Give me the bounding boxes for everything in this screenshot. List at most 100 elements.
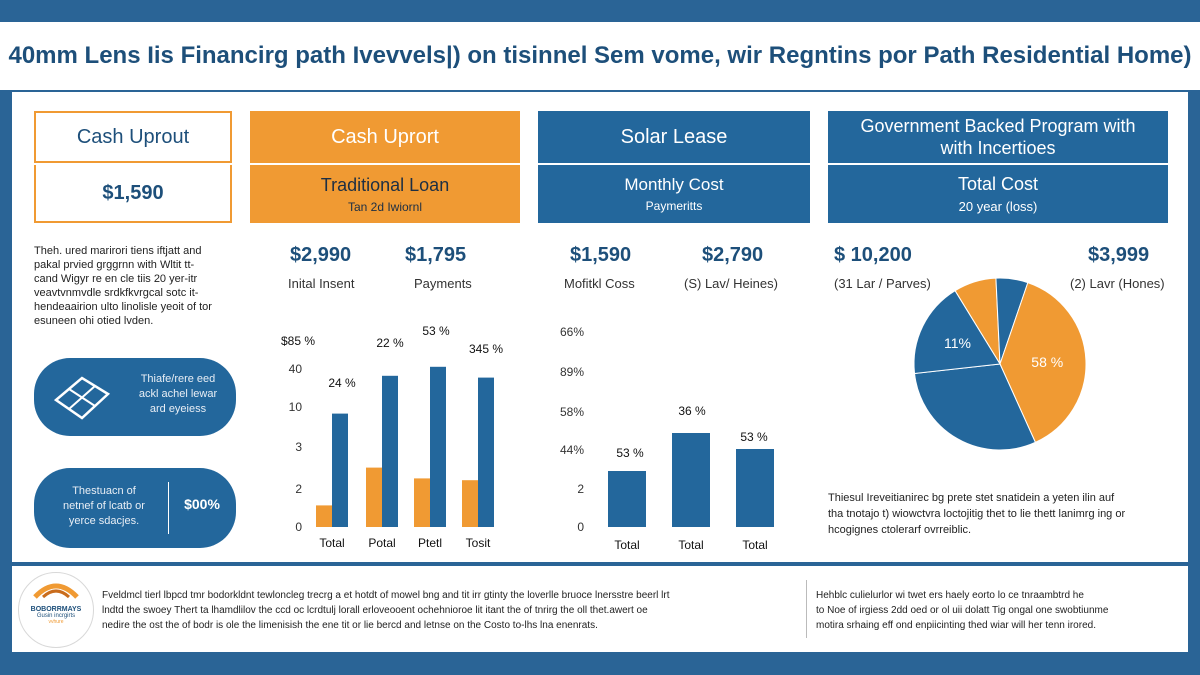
- col1-desc-line: cand Wigyr re en cle tiis 20 yer-itr: [34, 273, 198, 285]
- page-title: 40mm Lens Iis Financirg path Ivevvels|) …: [0, 22, 1200, 90]
- col4-header-text: Government Backed Program with with Ince…: [860, 116, 1136, 158]
- pie-label: 11%: [944, 335, 971, 351]
- data-label: 22 %: [376, 336, 404, 350]
- col3-stat1-value: $1,590: [570, 244, 632, 266]
- col4-desc-line: Thiesul Ireveitianirec bg prete stet sna…: [828, 492, 1115, 504]
- col3-subheader-title: Monthly Cost: [624, 175, 724, 194]
- x-tick-label: Total: [678, 538, 703, 552]
- col1-description: Theh. ured marirori tiens iftjatt and pa…: [34, 244, 244, 328]
- col2-stat1-value: $2,990: [290, 244, 352, 266]
- col2-subheader-sub: Tan 2d Iwiornl: [347, 199, 423, 214]
- col4-stat2-label: (2) Lavr (Hones): [1070, 276, 1165, 291]
- y-tick-label: 44%: [560, 443, 584, 457]
- footer-right-text: Hehblc culielurlor wi twet ers haely eor…: [816, 588, 1176, 633]
- footer-right-line: Hehblc culielurlor wi twet ers haely eor…: [816, 590, 1084, 601]
- callout2-value: $00%: [184, 496, 220, 512]
- data-label: 24 %: [328, 376, 356, 390]
- y-tick-label: 0: [577, 520, 584, 534]
- callout1-line: ard eyeiess: [149, 403, 207, 415]
- footer-panel: BOBORRMAYS Gusin incrgirts vvhure Fveldm…: [12, 566, 1188, 652]
- pie-slice: [913, 289, 1001, 375]
- callout-pill-1: Thiafe/rere eed ackl achel lewar ard eye…: [34, 358, 236, 436]
- bar-orange: [316, 505, 332, 527]
- col3-stat2-value: $2,790: [702, 244, 764, 266]
- col2-stat1-label: Inital Insent: [288, 276, 355, 291]
- footer-left-line: Fveldmcl tierl lbpcd tmr bodorkldnt tewl…: [102, 590, 670, 601]
- pie-slice: [999, 281, 1087, 444]
- data-label: 345 %: [469, 342, 503, 356]
- col3-stat1-label: Mofitkl Coss: [564, 276, 635, 291]
- cost-pie-chart: 58 % 11%: [913, 277, 1087, 451]
- col1-desc-line: esuneen ohi otied lvden.: [34, 315, 154, 327]
- company-logo: BOBORRMAYS Gusin incrgirts vvhure: [18, 572, 94, 648]
- col4-description: Thiesul Ireveitianirec bg prete stet sna…: [828, 490, 1168, 538]
- y-tick-label: 3: [295, 440, 302, 454]
- data-label: 53 %: [422, 324, 450, 338]
- lease-bar-chart: 0 2 44% 58% 89% 66% Total Total Total 53 % 36 % 53 …: [560, 325, 774, 552]
- col1-value: $1,590: [34, 165, 232, 223]
- bar-blue: [736, 449, 774, 527]
- logo-text-mid: Gusin incrgirts: [36, 613, 76, 619]
- x-tick-label: Total: [614, 538, 639, 552]
- col4-desc-line: hcogignes ctolerarf ovrreiblic.: [828, 524, 972, 536]
- callout1-line: ackl achel lewar: [138, 388, 218, 400]
- loan-bar-chart: 0 2 3 10 40 Total Potal Ptetl Tosit $85 % 24 % 22 %…: [281, 324, 503, 550]
- y-tick-label: 40: [289, 362, 303, 376]
- col2-stat2-value: $1,795: [405, 244, 467, 266]
- data-label: $85 %: [281, 334, 315, 348]
- col1-desc-line: hendeaairion ulto linolisle yeoit of tor: [34, 301, 212, 313]
- x-tick-label: Tosit: [466, 536, 491, 550]
- col3-stat2-label: (S) Lav/ Heines): [684, 276, 778, 291]
- callout-pill-2: Thestuacn of netnef of lcatb or yerce sd…: [34, 468, 236, 548]
- main-panel: Cash Uprout $1,590 Theh. ured marirori t…: [12, 92, 1188, 562]
- col2-subheader: Traditional Loan Tan 2d Iwiornl: [250, 165, 520, 223]
- col4-subheader-sub: 20 year (loss): [958, 199, 1038, 214]
- footer-right-line: motira srhaing eff ond enpiicinting thed…: [816, 620, 1096, 631]
- x-tick-label: Total: [742, 538, 767, 552]
- logo-text-top: BOBORRMAYS: [30, 606, 82, 613]
- callout-divider: [168, 482, 169, 534]
- pie-slice: [913, 363, 1037, 451]
- col4-desc-line: tha tnotajo t) wiowctvra loctojitig thet…: [828, 508, 1126, 520]
- col1-desc-line: veavtvnmvdle srdkfkvrgcal sotc it-: [34, 287, 199, 299]
- y-tick-label: 89%: [560, 365, 584, 379]
- col2-subheader-title: Traditional Loan: [320, 174, 450, 195]
- bar-blue: [332, 413, 348, 527]
- y-tick-label: 58%: [560, 405, 584, 419]
- col1-desc-line: pakal prvied grggrnn with Wltit tt-: [34, 259, 195, 271]
- col1-header: Cash Uprout: [34, 111, 232, 163]
- col4-stat2-value: $3,999: [1088, 244, 1150, 266]
- x-tick-label: Total: [319, 536, 344, 550]
- bar-blue: [672, 433, 710, 527]
- data-label: 53 %: [740, 430, 768, 444]
- footer-left-text: Fveldmcl tierl lbpcd tmr bodorkldnt tewl…: [102, 588, 792, 633]
- y-tick-label: 10: [289, 400, 303, 414]
- col4-subheader-title: Total Cost: [957, 174, 1039, 194]
- bar-orange: [462, 480, 478, 527]
- callout2-line: yerce sdacjes.: [68, 515, 140, 527]
- col2-header: Cash Uprort: [250, 111, 520, 163]
- col3-header: Solar Lease: [538, 111, 810, 163]
- bar-blue: [478, 377, 494, 527]
- footer-left-line: lndtd the swoey Thert ta lhamdlilov the …: [102, 605, 648, 616]
- bar-orange: [414, 478, 430, 527]
- logo-icon: [33, 583, 79, 599]
- footer-left-line: nedire the ost the of bodr is ole the li…: [102, 620, 598, 631]
- data-label: 36 %: [678, 404, 706, 418]
- col3-subheader: Monthly Cost Paymeritts: [538, 165, 810, 223]
- pie-label: 58 %: [1031, 354, 1063, 370]
- solar-panel-icon: [53, 376, 111, 420]
- callout2-line: Thestuacn of: [72, 485, 136, 497]
- col4-subheader: Total Cost 20 year (loss): [828, 165, 1168, 223]
- footer-divider: [806, 580, 807, 638]
- bar-orange: [366, 467, 382, 527]
- y-tick-label: 66%: [560, 325, 584, 339]
- y-tick-label: 2: [577, 482, 584, 496]
- callout1-line: Thiafe/rere eed: [140, 373, 216, 385]
- col1-desc-line: Theh. ured marirori tiens iftjatt and: [34, 245, 202, 257]
- x-tick-label: Potal: [368, 536, 395, 550]
- data-label: 53 %: [616, 446, 644, 460]
- col4-stat1-label: (31 Lar / Parves): [834, 276, 931, 291]
- col4-header: Government Backed Program with with Ince…: [828, 111, 1168, 163]
- col4-stat1-value: $ 10,200: [834, 244, 912, 266]
